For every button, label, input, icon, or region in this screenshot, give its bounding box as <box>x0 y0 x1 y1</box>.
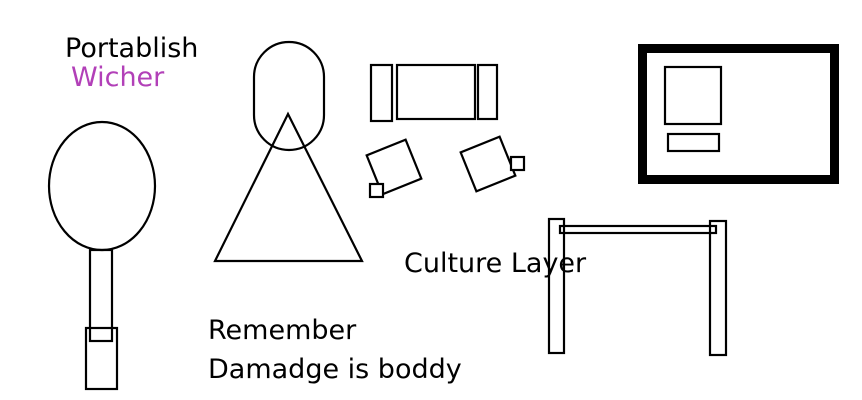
chair-left <box>369 63 394 123</box>
wicher-label: Wicher <box>71 62 165 93</box>
bar-frame <box>547 217 728 357</box>
bar-frame-top <box>558 224 718 235</box>
screen-square <box>663 65 723 126</box>
paddle-figure <box>47 120 157 391</box>
remember-label: Remember <box>208 315 357 346</box>
framed-screen <box>638 44 839 184</box>
screen-bar <box>666 132 721 153</box>
screen-frame <box>638 44 839 184</box>
capsule-shape <box>252 40 326 152</box>
damadge-label: Damadge is boddy <box>208 354 462 385</box>
tilted-box-right-tab <box>509 155 526 172</box>
portablish-label: Portablish <box>65 33 199 64</box>
tilted-box-left-tab <box>368 182 385 199</box>
table-top <box>395 63 477 121</box>
bar-frame-right-post <box>708 219 728 357</box>
triangle-shape <box>213 111 364 263</box>
culture-layer-label: Culture Layer <box>404 248 587 279</box>
table-with-chairs <box>365 63 526 199</box>
tilted-box-left <box>365 138 423 196</box>
bar-frame-left-post <box>547 217 566 355</box>
chair-right <box>476 63 499 121</box>
paddle-handle <box>88 248 114 343</box>
paddle-grip <box>84 326 119 391</box>
capsule-triangle-figure <box>213 40 364 263</box>
paddle-head <box>47 120 157 252</box>
tilted-box-right <box>459 135 517 193</box>
